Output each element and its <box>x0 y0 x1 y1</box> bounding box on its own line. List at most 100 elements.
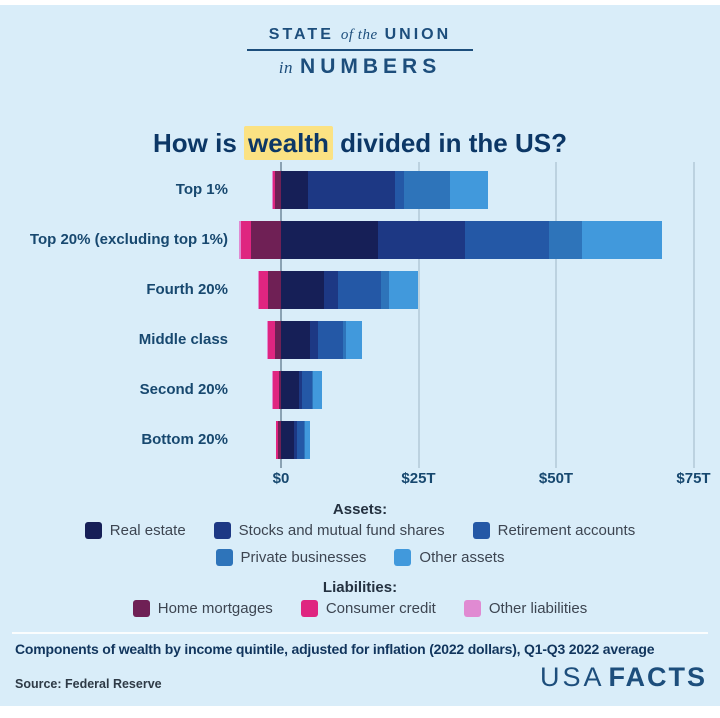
legend-label: Real estate <box>109 522 186 539</box>
legend-liabilities-row: Home mortgages Consumer credit Other liabi… <box>0 600 720 617</box>
bar-row-fourth-20 <box>257 271 419 309</box>
logo-line-2: in NUMBERS <box>0 55 720 79</box>
bar-segment-retirement-accounts <box>337 271 381 309</box>
legend-swatch-retirement-accounts <box>472 522 490 539</box>
bar-segment-other-liabilities <box>239 221 242 259</box>
bar-segment-other-assets <box>450 171 489 209</box>
bar-segment-consumer-credit <box>273 371 279 409</box>
legend-item-stocks-and-mutual-fund-shares: Stocks and mutual fund shares <box>213 522 445 539</box>
bar-segment-other-assets <box>345 321 362 359</box>
bar-segment-home-mortgages <box>251 221 281 259</box>
bar-segment-real-estate <box>280 371 300 409</box>
bar-segment-consumer-credit <box>276 421 279 459</box>
bar-segment-stocks-and-mutual-fund-shares <box>294 421 297 459</box>
x-tick-label: $25T <box>401 470 436 487</box>
legend-assets-row-2: Private businesses Other assets <box>0 549 720 566</box>
legend-swatch-home-mortgages <box>132 600 150 617</box>
logo-divider-line <box>247 49 473 51</box>
bar-row-top-20-excluding-top-1 <box>239 221 663 259</box>
legend-item-other-liabilities: Other liabilities <box>463 600 588 617</box>
bar-row-bottom-20 <box>275 421 311 459</box>
bar-segment-other-assets <box>313 371 322 409</box>
bar-segment-private-businesses <box>380 271 389 309</box>
title-highlight: wealth <box>244 126 333 161</box>
bar-segment-real-estate <box>280 171 309 209</box>
bar-segment-home-mortgages <box>278 371 281 409</box>
legend-item-home-mortgages: Home mortgages <box>132 600 273 617</box>
category-label-fourth-20: Fourth 20% <box>146 281 228 298</box>
bar-segment-private-businesses <box>303 421 305 459</box>
legend-item-other-assets: Other assets <box>394 549 504 566</box>
bar-segment-other-liabilities <box>266 321 268 359</box>
legend-label: Consumer credit <box>325 600 436 617</box>
bar-segment-other-assets <box>582 221 663 259</box>
legend-item-consumer-credit: Consumer credit <box>300 600 436 617</box>
bar-segment-stocks-and-mutual-fund-shares <box>377 221 465 259</box>
legend-swatch-stocks-and-mutual-fund-shares <box>213 522 231 539</box>
bar-segment-consumer-credit <box>241 221 252 259</box>
gridline-0 <box>280 162 282 468</box>
gridline-25t <box>417 162 420 468</box>
legend-label: Other liabilities <box>488 600 588 617</box>
legend-swatch-real-estate <box>84 522 102 539</box>
chart-caption: Components of wealth by income quintile,… <box>15 641 655 657</box>
bar-segment-home-mortgages <box>278 421 281 459</box>
legend-item-private-businesses: Private businesses <box>215 549 367 566</box>
title-post: divided in the US? <box>332 128 567 159</box>
bar-segment-retirement-accounts <box>296 421 304 459</box>
top-margin-strip <box>0 0 720 5</box>
logo-of-the-text: of the <box>340 27 378 43</box>
legend-swatch-other-assets <box>394 549 412 566</box>
bar-segment-retirement-accounts <box>464 221 550 259</box>
legend-label: Private businesses <box>240 549 367 566</box>
bar-segment-home-mortgages <box>267 271 281 309</box>
bar-segment-real-estate <box>280 321 311 359</box>
bar-segment-real-estate <box>280 221 378 259</box>
bar-segment-other-liabilities <box>271 171 274 209</box>
bar-segment-consumer-credit <box>273 171 275 209</box>
bar-segment-private-businesses <box>343 321 346 359</box>
bar-segment-retirement-accounts <box>318 321 344 359</box>
gridline-75t <box>692 162 695 468</box>
bar-segment-retirement-accounts <box>302 371 313 409</box>
logo-line-1: STATE of the UNION <box>0 26 720 44</box>
bar-segment-stocks-and-mutual-fund-shares <box>310 321 319 359</box>
legend-label: Home mortgages <box>157 600 273 617</box>
source-note: Source: Federal Reserve <box>15 677 162 691</box>
legend-swatch-private-businesses <box>215 549 233 566</box>
logo-state-text: STATE <box>268 26 334 43</box>
bar-segment-private-businesses <box>403 171 451 209</box>
category-label-second-20: Second 20% <box>139 381 228 398</box>
category-label-middle-class: Middle class <box>138 331 228 348</box>
legend-swatch-other-liabilities <box>463 600 481 617</box>
bottom-margin-strip <box>0 706 720 718</box>
bar-segment-home-mortgages <box>274 171 281 209</box>
bar-segment-private-businesses <box>312 371 314 409</box>
bar-segment-retirement-accounts <box>395 171 404 209</box>
bar-segment-consumer-credit <box>267 321 275 359</box>
category-label-bottom-20: Bottom 20% <box>141 431 228 448</box>
bar-segment-other-liabilities <box>257 271 259 309</box>
legend-swatch-consumer-credit <box>300 600 318 617</box>
bar-segment-stocks-and-mutual-fund-shares <box>323 271 338 309</box>
category-label-top-1: Top 1% <box>175 181 228 198</box>
legend-item-retirement-accounts: Retirement accounts <box>472 522 635 539</box>
bar-segment-real-estate <box>280 271 324 309</box>
bar-segment-stocks-and-mutual-fund-shares <box>308 171 396 209</box>
legend-assets-row-1: Real estate Stocks and mutual fund shares… <box>0 522 720 539</box>
usafacts-logo: USA FACTS <box>540 662 707 692</box>
bar-segment-real-estate <box>280 421 295 459</box>
bar-row-top-1 <box>271 171 489 209</box>
footer-divider-line <box>12 632 708 634</box>
usafacts-logo-facts: FACTS <box>608 662 707 692</box>
bar-segment-other-liabilities <box>275 421 277 459</box>
gridline-50t <box>555 162 557 468</box>
legend-liabilities-header: Liabilities: <box>322 579 398 596</box>
category-label-top-20-excluding-top-1: Top 20% (excluding top 1%) <box>29 231 228 248</box>
logo-numbers-text: NUMBERS <box>300 55 442 78</box>
bar-segment-other-assets <box>304 421 311 459</box>
bar-segment-home-mortgages <box>274 321 281 359</box>
bar-segment-other-assets <box>388 271 419 309</box>
